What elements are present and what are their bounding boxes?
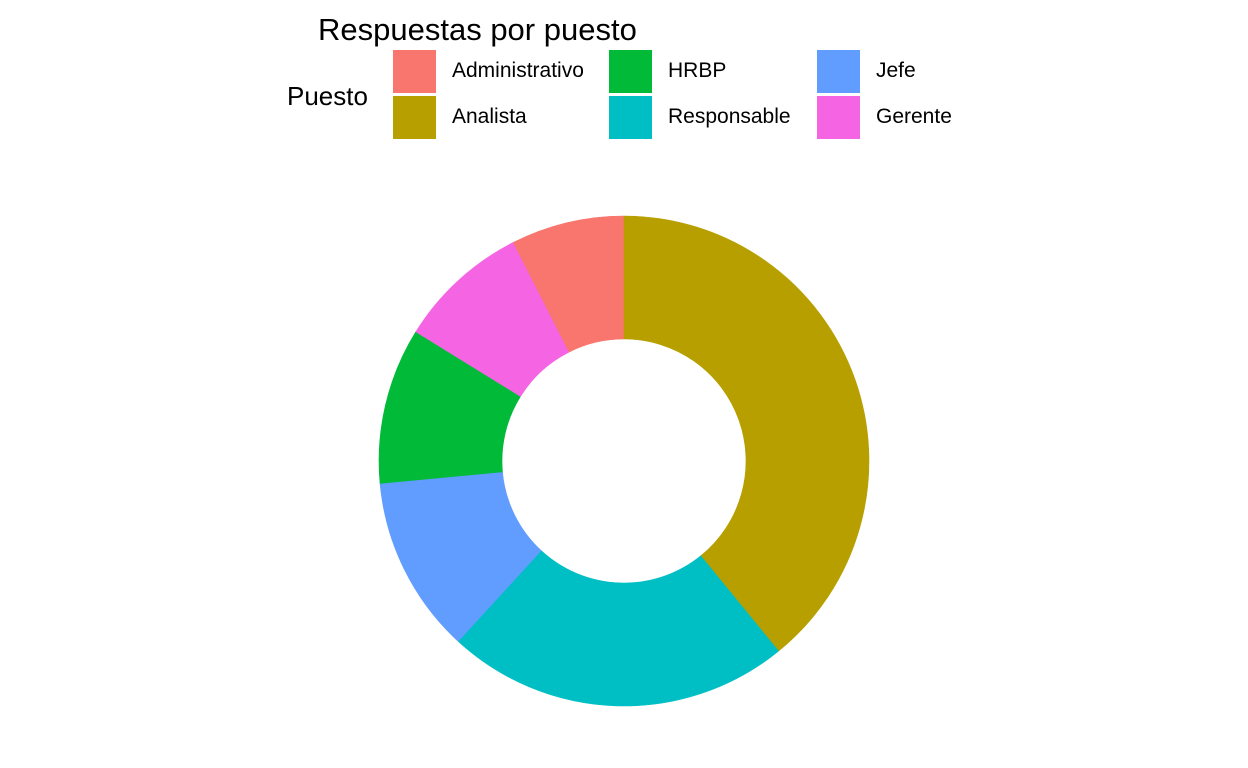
legend-item-responsable: Responsable	[609, 95, 791, 139]
legend-label-analista: Analista	[452, 105, 527, 128]
legend-item-administrativo: Administrativo	[393, 49, 584, 93]
legend: Administrativo HRBP Jefe Analista Respon…	[393, 49, 1013, 139]
legend-key-administrativo	[393, 49, 436, 93]
legend-item-gerente: Gerente	[817, 95, 952, 139]
legend-title: Puesto	[287, 81, 368, 111]
legend-key-jefe	[817, 49, 860, 93]
legend-label-hrbp: HRBP	[668, 59, 727, 82]
chart-title: Respuestas por puesto	[318, 12, 637, 47]
legend-key-responsable	[609, 95, 652, 139]
legend-key-gerente	[817, 95, 860, 139]
legend-item-analista: Analista	[393, 95, 527, 139]
legend-label-jefe: Jefe	[876, 59, 916, 82]
legend-item-hrbp: HRBP	[609, 49, 726, 93]
slice-analista	[623, 215, 870, 652]
slice-responsable	[458, 550, 780, 707]
legend-label-responsable: Responsable	[668, 105, 791, 128]
legend-key-hrbp	[609, 49, 652, 93]
legend-key-analista	[393, 95, 436, 139]
legend-item-jefe: Jefe	[817, 49, 916, 93]
legend-label-gerente: Gerente	[876, 105, 952, 128]
legend-label-administrativo: Administrativo	[452, 59, 584, 82]
